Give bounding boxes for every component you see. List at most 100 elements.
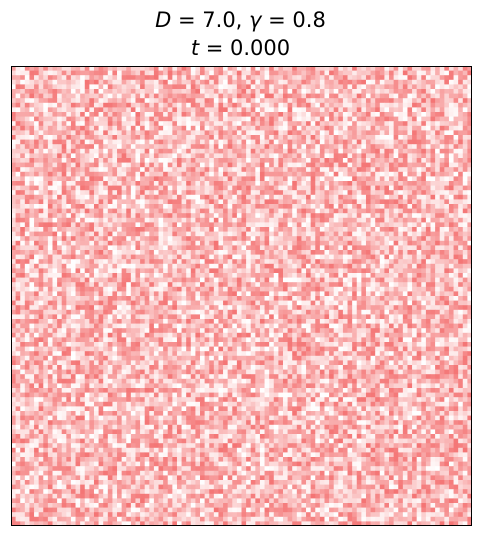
- heatmap-cell: [130, 139, 136, 145]
- heatmap-cell: [103, 107, 109, 113]
- heatmap-cell: [20, 153, 26, 159]
- heatmap-cell: [11, 286, 16, 292]
- heatmap-cell: [181, 153, 187, 159]
- heatmap-cell: [176, 199, 182, 205]
- heatmap-cell: [439, 75, 445, 81]
- heatmap-cell: [379, 199, 385, 205]
- heatmap-cell: [439, 176, 445, 182]
- heatmap-cell: [29, 208, 35, 214]
- heatmap-cell: [144, 66, 150, 71]
- heatmap-cell: [273, 231, 279, 237]
- heatmap-cell: [435, 194, 441, 200]
- heatmap-cell: [310, 66, 316, 71]
- heatmap-cell: [172, 93, 178, 99]
- heatmap-cell: [57, 79, 63, 85]
- heatmap-cell: [324, 268, 330, 274]
- heatmap-cell: [38, 158, 44, 163]
- heatmap-cell: [107, 217, 113, 223]
- heatmap-cell: [269, 185, 275, 191]
- heatmap-cell: [117, 227, 122, 232]
- heatmap-cell: [204, 144, 210, 150]
- heatmap-cell: [57, 167, 63, 173]
- heatmap-cell: [186, 213, 192, 219]
- heatmap-cell: [70, 250, 76, 255]
- heatmap-cell: [167, 286, 173, 292]
- heatmap-cell: [66, 185, 72, 191]
- heatmap-cell: [301, 286, 307, 292]
- heatmap-cell: [439, 259, 445, 265]
- heatmap-cell: [324, 121, 330, 127]
- heatmap-cell: [84, 176, 90, 182]
- heatmap-cell: [398, 162, 404, 168]
- heatmap-cell: [47, 107, 53, 113]
- heatmap-cell: [338, 231, 344, 237]
- heatmap-cell: [439, 245, 445, 251]
- heatmap-cell: [435, 204, 441, 209]
- heatmap-cell: [121, 125, 127, 131]
- heatmap-cell: [306, 70, 311, 76]
- heatmap-cell: [107, 176, 113, 182]
- heatmap-cell: [444, 222, 450, 228]
- heatmap-cell: [393, 222, 399, 228]
- heatmap-cell: [421, 130, 427, 136]
- heatmap-cell: [425, 273, 431, 278]
- heatmap-cell: [269, 144, 275, 150]
- heatmap-cell: [319, 144, 325, 150]
- heatmap-cell: [384, 135, 390, 140]
- heatmap-cell: [140, 75, 146, 81]
- heatmap-cell: [269, 190, 275, 196]
- heatmap-cell: [416, 158, 422, 163]
- heatmap-cell: [186, 277, 192, 283]
- heatmap-cell: [80, 153, 86, 159]
- heatmap-cell: [61, 268, 67, 274]
- heatmap-cell: [301, 190, 307, 196]
- heatmap-cell: [163, 121, 169, 127]
- heatmap-cell: [425, 286, 431, 292]
- heatmap-cell: [24, 240, 30, 246]
- heatmap-cell: [236, 158, 242, 163]
- heatmap-cell: [301, 75, 307, 81]
- heatmap-cell: [292, 107, 298, 113]
- heatmap-cell: [352, 153, 358, 159]
- heatmap-cell: [57, 190, 63, 196]
- heatmap-cell: [223, 199, 229, 205]
- heatmap-cell: [287, 268, 293, 274]
- heatmap-cell: [47, 185, 53, 191]
- heatmap-cell: [140, 70, 146, 76]
- heatmap-cell: [121, 213, 127, 219]
- heatmap-cell: [163, 139, 169, 145]
- heatmap-cell: [416, 107, 422, 113]
- heatmap-cell: [112, 217, 118, 223]
- heatmap-cell: [66, 263, 72, 269]
- heatmap-cell: [57, 240, 63, 246]
- heatmap-cell: [163, 194, 169, 200]
- heatmap-cell: [301, 93, 307, 99]
- heatmap-cell: [315, 263, 321, 269]
- heatmap-cell: [93, 291, 99, 297]
- heatmap-cell: [204, 112, 210, 117]
- heatmap-cell: [329, 121, 335, 127]
- heatmap-cell: [135, 286, 141, 292]
- heatmap-cell: [112, 222, 118, 228]
- heatmap-cell: [352, 125, 358, 131]
- heatmap-cell: [269, 135, 275, 140]
- heatmap-cell: [186, 75, 192, 81]
- heatmap-cell: [407, 139, 413, 145]
- heatmap-cell: [38, 222, 44, 228]
- heatmap-cell: [107, 158, 113, 163]
- heatmap-cell: [448, 125, 454, 131]
- heatmap-cell: [232, 254, 238, 260]
- heatmap-cell: [121, 273, 127, 278]
- heatmap-cell: [259, 167, 265, 173]
- heatmap-cell: [241, 273, 247, 278]
- heatmap-cell: [80, 158, 86, 163]
- heatmap-cell: [467, 263, 472, 269]
- heatmap-cell: [393, 167, 399, 173]
- heatmap-cell: [292, 116, 298, 122]
- heatmap-cell: [204, 231, 210, 237]
- heatmap-cell: [200, 227, 205, 232]
- heatmap-cell: [121, 121, 127, 127]
- heatmap-cell: [93, 144, 99, 150]
- heatmap-cell: [467, 268, 472, 274]
- heatmap-cell: [167, 277, 173, 283]
